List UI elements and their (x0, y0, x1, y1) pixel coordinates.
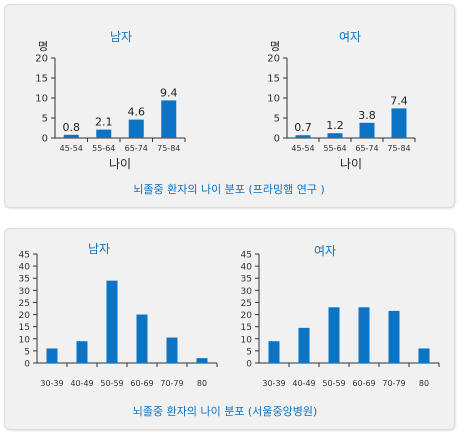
c1-p0-data-label-75-84: 9.4 (160, 86, 178, 99)
c1-p0-y-tick-label-10: 10 (35, 94, 48, 105)
c2-p1-y-tick-label-35: 35 (241, 275, 252, 285)
c1-p0-data-label-45-54: 0.8 (63, 121, 81, 134)
c2-p1-y-tick-label-25: 25 (241, 299, 252, 309)
c1-p0-y-tick-label-20: 20 (35, 54, 48, 65)
c2-p0-x-tick-label-80: 80 (197, 379, 207, 388)
c2-p1-y-tick-label-0: 0 (246, 360, 252, 370)
c2-p1-x-tick-label-60-69: 60-69 (352, 379, 375, 388)
c2-p0-x-tick-label-30-39: 30-39 (40, 379, 63, 388)
c1-p1-data-label-75-84: 7.4 (390, 94, 408, 107)
c1-p1-x-tick-label-55-64: 55-64 (323, 144, 346, 153)
c2-p0-x-tick-label-60-69: 60-69 (130, 379, 153, 388)
c1-p0-bar-75-84 (161, 100, 177, 138)
c1-p0-y-tick-label-5: 5 (42, 114, 48, 125)
c1-p1-bar-45-54 (295, 135, 311, 138)
c2-p1-y-tick-label-15: 15 (241, 323, 252, 333)
c2-p1-x-tick-label-80: 80 (419, 379, 429, 388)
c2-p0-x-tick-label-50-59: 50-59 (100, 379, 123, 388)
c2-p0-bar-50-59 (106, 280, 118, 363)
c2-p0-y-tick-label-0: 0 (24, 360, 30, 370)
c2-p0-bar-70-79 (166, 337, 178, 363)
c1-p0-bar-55-64 (96, 129, 112, 138)
c2-p1-y-tick-label-45: 45 (241, 251, 252, 261)
c2-p0-bar-40-49 (76, 341, 88, 363)
chart-panel-seoul: 남자 0 5 10 15 20 25 30 35 40 45 30-39 40-49 50-59 60-69… (4, 228, 455, 430)
c1-p1-bar-65-74 (359, 122, 375, 138)
c1-p0-bar-45-54 (63, 134, 79, 138)
framingham-chart-svg: 남자명 0 5 10 15 20 45-54 0.8 55-64 2.1 65-74 4.6 75-84… (35, 30, 416, 196)
c1-p1-data-label-55-64: 1.2 (326, 119, 344, 132)
c1-p0-data-label-55-64: 2.1 (95, 116, 113, 129)
c2-p1-bar-80 (418, 348, 430, 363)
c2-p0-y-tick-label-20: 20 (19, 311, 31, 321)
c2-p0-x-tick-label-70-79: 70-79 (160, 379, 183, 388)
c2-p0-x-tick-label-40-49: 40-49 (70, 379, 93, 388)
c2-p0-bar-30-39 (46, 348, 58, 363)
c1-p1-data-label-65-74: 3.8 (358, 109, 376, 122)
c1-p1-bar-55-64 (327, 133, 343, 138)
c2-p1-x-tick-label-30-39: 30-39 (262, 379, 285, 388)
c1-p1-data-label-45-54: 0.7 (294, 121, 312, 134)
c2-p0-y-tick-label-25: 25 (19, 299, 30, 309)
c1-p0-x-tick-label-45-54: 45-54 (60, 144, 83, 153)
c2-p1-y-tick-label-5: 5 (246, 347, 252, 357)
c1-p1-bar-75-84 (391, 108, 407, 138)
c1-p1-x-tick-label-65-74: 65-74 (355, 144, 378, 153)
c2-p1-y-tick-label-40: 40 (241, 263, 253, 273)
c2-p0-y-tick-label-45: 45 (19, 251, 30, 261)
chart1-caption: 뇌졸중 환자의 나이 분포 (프라밍햄 연구 ) (133, 183, 324, 196)
c1-p0-x-tick-label-65-74: 65-74 (125, 144, 148, 153)
c2-p0-y-tick-label-35: 35 (19, 275, 30, 285)
c1-p0-y-axis-label: 명 (38, 40, 48, 53)
c1-p1-y-tick-label-15: 15 (267, 74, 280, 85)
c1-p1-y-tick-label-20: 20 (267, 54, 280, 65)
c2-p1-x-tick-label-50-59: 50-59 (322, 379, 345, 388)
chart2-caption: 뇌졸중 환자의 나이 분포 (서울중앙병원) (133, 405, 318, 418)
c1-p1-x-tick-label-75-84: 75-84 (387, 144, 410, 153)
c1-p0-bar-65-74 (128, 119, 144, 138)
seoul-chart-svg: 남자 0 5 10 15 20 25 30 35 40 45 30-39 40-49 50-59 60-69… (19, 242, 440, 418)
c1-p1-y-tick-label-0: 0 (274, 134, 280, 145)
c1-p1-panel-title: 여자 (339, 30, 361, 44)
c2-p1-y-tick-label-10: 10 (241, 335, 253, 345)
c2-p1-bar-70-79 (388, 310, 400, 363)
c1-p0-panel-title: 남자 (110, 30, 132, 44)
c1-p1-y-axis-label: 명 (270, 40, 280, 53)
c1-p0-x-tick-label-55-64: 55-64 (92, 144, 115, 153)
c1-p0-y-tick-label-15: 15 (35, 74, 48, 85)
c2-p1-y-tick-label-20: 20 (241, 311, 253, 321)
c1-p1-y-tick-label-5: 5 (274, 114, 280, 125)
c2-p0-y-tick-label-10: 10 (19, 335, 31, 345)
c2-p1-bar-60-69 (358, 307, 370, 363)
c2-p1-bar-50-59 (328, 307, 340, 363)
c2-p1-x-tick-label-40-49: 40-49 (292, 379, 315, 388)
c2-p0-y-tick-label-40: 40 (19, 263, 31, 273)
c2-p0-bar-80 (196, 358, 208, 363)
c2-p0-bar-60-69 (136, 314, 148, 363)
c1-p1-y-tick-label-10: 10 (267, 94, 280, 105)
c2-p0-y-tick-label-5: 5 (24, 347, 30, 357)
c1-p0-x-axis-label: 나이 (109, 157, 131, 171)
c1-p0-data-label-65-74: 4.6 (128, 106, 146, 119)
c1-p0-x-tick-label-75-84: 75-84 (157, 144, 180, 153)
c2-p0-y-tick-label-30: 30 (19, 287, 31, 297)
c2-p0-y-tick-label-15: 15 (19, 323, 30, 333)
c1-p0-y-tick-label-0: 0 (42, 134, 48, 145)
c2-p0-panel-title: 남자 (88, 242, 110, 256)
c1-p1-x-tick-label-45-54: 45-54 (291, 144, 314, 153)
c2-p1-y-tick-label-30: 30 (241, 287, 253, 297)
c1-p1-x-axis-label: 나이 (340, 157, 362, 171)
c2-p1-bar-30-39 (268, 341, 280, 363)
c2-p1-panel-title: 여자 (314, 244, 336, 258)
c2-p1-bar-40-49 (298, 327, 310, 363)
c2-p1-x-tick-label-70-79: 70-79 (382, 379, 405, 388)
